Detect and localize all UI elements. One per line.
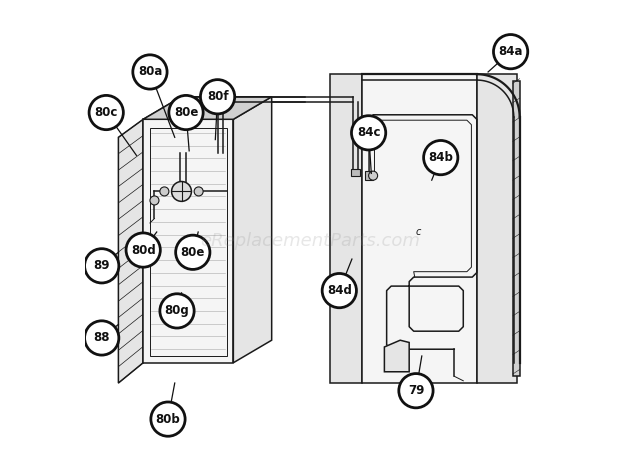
Circle shape — [369, 171, 378, 180]
Text: 84d: 84d — [327, 284, 352, 297]
Circle shape — [175, 235, 210, 269]
Polygon shape — [513, 81, 520, 376]
Circle shape — [151, 402, 185, 436]
Text: 80b: 80b — [156, 413, 180, 425]
Circle shape — [494, 35, 528, 69]
Circle shape — [322, 273, 356, 308]
Circle shape — [126, 233, 161, 267]
Polygon shape — [143, 97, 272, 119]
Polygon shape — [118, 119, 143, 383]
Circle shape — [200, 80, 235, 114]
Text: 84a: 84a — [498, 45, 523, 58]
Text: 88: 88 — [94, 331, 110, 344]
Polygon shape — [477, 74, 517, 383]
Text: eReplacementParts.com: eReplacementParts.com — [200, 232, 420, 250]
Circle shape — [172, 182, 192, 202]
Polygon shape — [384, 340, 409, 372]
Circle shape — [89, 96, 123, 130]
Circle shape — [160, 294, 194, 328]
Text: 89: 89 — [94, 259, 110, 273]
Text: 79: 79 — [408, 384, 424, 397]
Text: 80d: 80d — [131, 243, 156, 257]
Polygon shape — [330, 74, 362, 383]
Bar — [365, 171, 373, 180]
Text: 80a: 80a — [138, 66, 162, 78]
Text: 80g: 80g — [165, 304, 189, 318]
Text: 84b: 84b — [428, 151, 453, 164]
Text: 80e: 80e — [180, 246, 205, 259]
Circle shape — [423, 141, 458, 175]
Polygon shape — [362, 74, 477, 383]
Circle shape — [160, 187, 169, 196]
Text: c: c — [415, 227, 421, 237]
Circle shape — [150, 196, 159, 205]
Text: 84c: 84c — [357, 126, 380, 139]
Circle shape — [133, 55, 167, 89]
Circle shape — [194, 187, 203, 196]
Polygon shape — [143, 119, 233, 363]
Text: 80f: 80f — [206, 90, 228, 103]
Text: 80e: 80e — [174, 106, 198, 119]
Circle shape — [352, 116, 386, 150]
Circle shape — [84, 249, 119, 283]
Circle shape — [399, 374, 433, 408]
Circle shape — [169, 96, 203, 130]
Polygon shape — [143, 97, 182, 363]
Circle shape — [84, 321, 119, 355]
Text: 80c: 80c — [94, 106, 118, 119]
Bar — [350, 169, 360, 176]
Polygon shape — [233, 97, 272, 363]
